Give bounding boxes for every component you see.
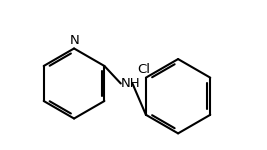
- Text: Cl: Cl: [137, 63, 150, 76]
- Text: N: N: [70, 34, 80, 47]
- Text: NH: NH: [121, 77, 141, 90]
